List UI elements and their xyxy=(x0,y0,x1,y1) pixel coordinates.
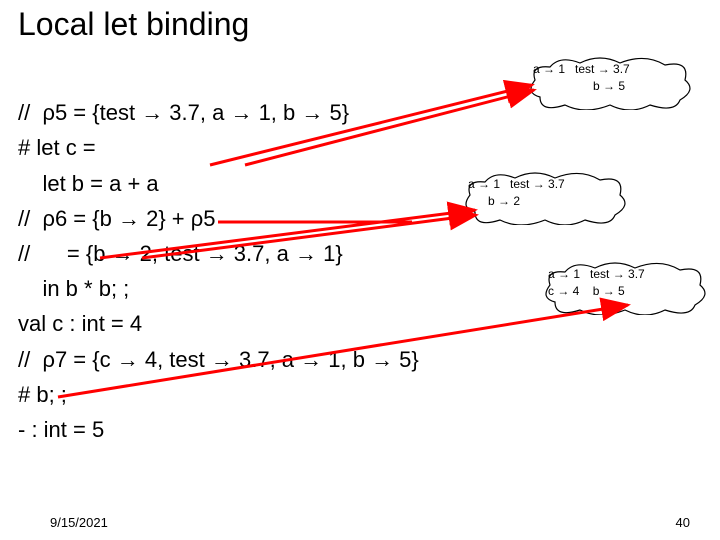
env-cloud-rho5: a → 1 test → 3.7 b → 5 xyxy=(525,55,695,110)
cloud3-test: test → 3.7 xyxy=(590,267,645,281)
env-cloud-rho7: a → 1 test → 3.7 c → 4 b → 5 xyxy=(540,260,710,315)
cloud3-c: c → 4 xyxy=(548,284,579,298)
cloud1-test: test → 3.7 xyxy=(575,62,630,76)
code-line-3: let b = a + a xyxy=(18,171,159,196)
code-block: // ρ5 = {test → 3.7, a → 1, b → 5} # let… xyxy=(18,60,419,482)
code-line-2: # let c = xyxy=(18,135,96,160)
code-line-10: - : int = 5 xyxy=(18,417,104,442)
slide: Local let binding // ρ5 = {test → 3.7, a… xyxy=(0,0,720,540)
env-cloud-rho6: a → 1 test → 3.7 b → 2 xyxy=(460,170,630,225)
cloud3-a: a → 1 xyxy=(548,267,580,281)
cloud1-a: a → 1 xyxy=(533,62,565,76)
footer-date: 9/15/2021 xyxy=(50,515,108,530)
cloud2-a: a → 1 xyxy=(468,177,500,191)
cloud3-b: b → 5 xyxy=(593,284,625,298)
code-line-6: in b * b; ; xyxy=(18,276,129,301)
code-line-1: // ρ5 = {test → 3.7, a → 1, b → 5} xyxy=(18,100,349,125)
code-line-8: // ρ7 = {c → 4, test → 3.7, a → 1, b → 5… xyxy=(18,347,419,372)
code-line-5: // = {b → 2, test → 3.7, a → 1} xyxy=(18,241,343,266)
code-line-9: # b; ; xyxy=(18,382,67,407)
code-line-4: // ρ6 = {b → 2} + ρ5 xyxy=(18,206,215,231)
footer-page: 40 xyxy=(676,515,690,530)
code-line-7: val c : int = 4 xyxy=(18,311,142,336)
cloud2-b: b → 2 xyxy=(488,194,520,208)
cloud2-test: test → 3.7 xyxy=(510,177,565,191)
cloud1-b: b → 5 xyxy=(593,79,625,93)
slide-title: Local let binding xyxy=(18,6,249,43)
